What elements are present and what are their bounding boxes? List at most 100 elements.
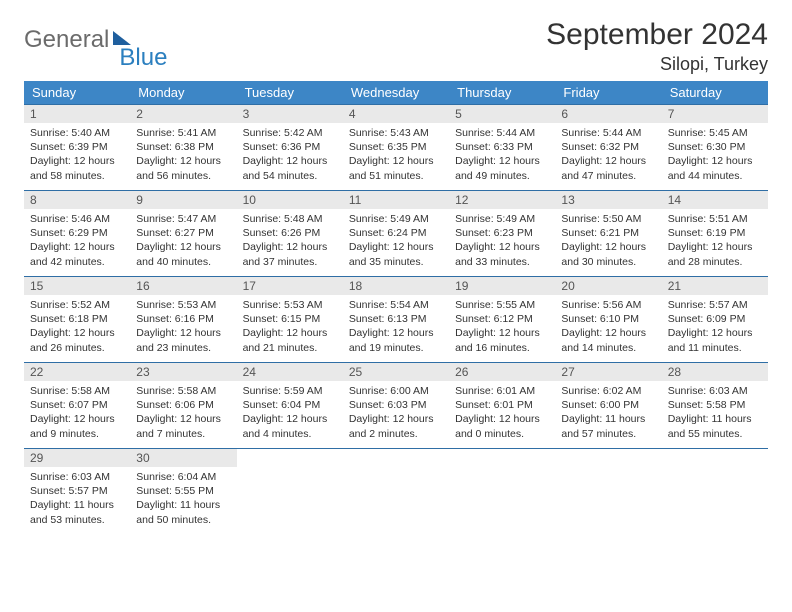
- day-body: Sunrise: 5:48 AMSunset: 6:26 PMDaylight:…: [237, 209, 343, 273]
- day-line: Sunrise: 5:53 AM: [136, 298, 230, 312]
- day-line: Sunset: 6:15 PM: [243, 312, 337, 326]
- day-line: Daylight: 11 hours: [30, 498, 124, 512]
- day-header: Saturday: [662, 81, 768, 105]
- day-line: and 58 minutes.: [30, 169, 124, 183]
- day-number: 26: [449, 363, 555, 381]
- day-line: Sunset: 6:32 PM: [561, 140, 655, 154]
- day-body: Sunrise: 6:04 AMSunset: 5:55 PMDaylight:…: [130, 467, 236, 531]
- day-line: and 14 minutes.: [561, 341, 655, 355]
- day-line: and 47 minutes.: [561, 169, 655, 183]
- day-line: Sunrise: 5:53 AM: [243, 298, 337, 312]
- day-line: Sunrise: 5:58 AM: [136, 384, 230, 398]
- day-line: and 54 minutes.: [243, 169, 337, 183]
- day-line: Sunset: 6:03 PM: [349, 398, 443, 412]
- day-line: Sunrise: 5:57 AM: [668, 298, 762, 312]
- day-number: 5: [449, 105, 555, 123]
- day-line: Sunrise: 5:55 AM: [455, 298, 549, 312]
- day-line: and 9 minutes.: [30, 427, 124, 441]
- week-row: 29Sunrise: 6:03 AMSunset: 5:57 PMDayligh…: [24, 449, 768, 535]
- header: General Blue September 2024 Silopi, Turk…: [24, 18, 768, 75]
- day-line: and 30 minutes.: [561, 255, 655, 269]
- day-line: Sunset: 6:33 PM: [455, 140, 549, 154]
- day-line: and 19 minutes.: [349, 341, 443, 355]
- day-line: Sunset: 6:35 PM: [349, 140, 443, 154]
- day-line: Sunset: 6:36 PM: [243, 140, 337, 154]
- day-line: Daylight: 12 hours: [30, 240, 124, 254]
- title-block: September 2024 Silopi, Turkey: [546, 18, 768, 75]
- day-line: Sunset: 6:04 PM: [243, 398, 337, 412]
- day-line: Sunrise: 6:02 AM: [561, 384, 655, 398]
- day-cell: 30Sunrise: 6:04 AMSunset: 5:55 PMDayligh…: [130, 449, 236, 535]
- day-cell: 5Sunrise: 5:44 AMSunset: 6:33 PMDaylight…: [449, 105, 555, 191]
- day-header: Wednesday: [343, 81, 449, 105]
- day-body: Sunrise: 6:03 AMSunset: 5:57 PMDaylight:…: [24, 467, 130, 531]
- day-line: and 55 minutes.: [668, 427, 762, 441]
- day-line: Daylight: 12 hours: [455, 240, 549, 254]
- day-line: Daylight: 12 hours: [668, 154, 762, 168]
- day-number: 28: [662, 363, 768, 381]
- day-line: Sunset: 6:13 PM: [349, 312, 443, 326]
- day-line: Daylight: 12 hours: [668, 326, 762, 340]
- day-number: 7: [662, 105, 768, 123]
- day-body: Sunrise: 5:46 AMSunset: 6:29 PMDaylight:…: [24, 209, 130, 273]
- day-body: Sunrise: 5:52 AMSunset: 6:18 PMDaylight:…: [24, 295, 130, 359]
- day-number: 2: [130, 105, 236, 123]
- day-line: Sunrise: 6:01 AM: [455, 384, 549, 398]
- day-line: Sunrise: 5:50 AM: [561, 212, 655, 226]
- day-cell: 7Sunrise: 5:45 AMSunset: 6:30 PMDaylight…: [662, 105, 768, 191]
- day-line: Sunrise: 5:42 AM: [243, 126, 337, 140]
- day-cell: 26Sunrise: 6:01 AMSunset: 6:01 PMDayligh…: [449, 363, 555, 449]
- day-line: and 4 minutes.: [243, 427, 337, 441]
- day-line: Sunset: 6:23 PM: [455, 226, 549, 240]
- day-line: Sunset: 6:39 PM: [30, 140, 124, 154]
- day-line: Daylight: 11 hours: [136, 498, 230, 512]
- day-line: Sunrise: 5:46 AM: [30, 212, 124, 226]
- day-cell: 16Sunrise: 5:53 AMSunset: 6:16 PMDayligh…: [130, 277, 236, 363]
- day-cell: [343, 449, 449, 535]
- day-body: Sunrise: 5:44 AMSunset: 6:32 PMDaylight:…: [555, 123, 661, 187]
- day-line: Sunset: 6:01 PM: [455, 398, 549, 412]
- day-cell: 28Sunrise: 6:03 AMSunset: 5:58 PMDayligh…: [662, 363, 768, 449]
- day-line: Daylight: 12 hours: [243, 412, 337, 426]
- day-line: Sunset: 5:58 PM: [668, 398, 762, 412]
- day-line: Daylight: 12 hours: [349, 240, 443, 254]
- month-title: September 2024: [546, 18, 768, 52]
- day-line: and 2 minutes.: [349, 427, 443, 441]
- day-line: Sunset: 6:09 PM: [668, 312, 762, 326]
- day-line: and 16 minutes.: [455, 341, 549, 355]
- day-line: Daylight: 12 hours: [561, 240, 655, 254]
- day-cell: 25Sunrise: 6:00 AMSunset: 6:03 PMDayligh…: [343, 363, 449, 449]
- day-number: 22: [24, 363, 130, 381]
- day-body: Sunrise: 5:50 AMSunset: 6:21 PMDaylight:…: [555, 209, 661, 273]
- day-cell: 17Sunrise: 5:53 AMSunset: 6:15 PMDayligh…: [237, 277, 343, 363]
- day-cell: 27Sunrise: 6:02 AMSunset: 6:00 PMDayligh…: [555, 363, 661, 449]
- day-body: Sunrise: 5:41 AMSunset: 6:38 PMDaylight:…: [130, 123, 236, 187]
- day-body: Sunrise: 5:51 AMSunset: 6:19 PMDaylight:…: [662, 209, 768, 273]
- day-line: Sunset: 6:07 PM: [30, 398, 124, 412]
- day-body: Sunrise: 5:49 AMSunset: 6:24 PMDaylight:…: [343, 209, 449, 273]
- day-line: Daylight: 12 hours: [243, 326, 337, 340]
- day-cell: 13Sunrise: 5:50 AMSunset: 6:21 PMDayligh…: [555, 191, 661, 277]
- day-line: and 23 minutes.: [136, 341, 230, 355]
- day-line: and 50 minutes.: [136, 513, 230, 527]
- day-line: Sunset: 6:38 PM: [136, 140, 230, 154]
- day-line: Daylight: 12 hours: [243, 240, 337, 254]
- day-line: Sunrise: 5:41 AM: [136, 126, 230, 140]
- day-cell: 19Sunrise: 5:55 AMSunset: 6:12 PMDayligh…: [449, 277, 555, 363]
- day-number: 25: [343, 363, 449, 381]
- day-line: and 57 minutes.: [561, 427, 655, 441]
- day-line: and 11 minutes.: [668, 341, 762, 355]
- day-cell: 24Sunrise: 5:59 AMSunset: 6:04 PMDayligh…: [237, 363, 343, 449]
- day-cell: 1Sunrise: 5:40 AMSunset: 6:39 PMDaylight…: [24, 105, 130, 191]
- day-number: 24: [237, 363, 343, 381]
- day-line: Sunset: 6:21 PM: [561, 226, 655, 240]
- day-line: Daylight: 12 hours: [561, 154, 655, 168]
- day-line: Sunset: 6:00 PM: [561, 398, 655, 412]
- day-body: Sunrise: 5:59 AMSunset: 6:04 PMDaylight:…: [237, 381, 343, 445]
- day-line: Daylight: 12 hours: [349, 412, 443, 426]
- day-number: 23: [130, 363, 236, 381]
- day-line: Sunrise: 5:45 AM: [668, 126, 762, 140]
- day-number: 29: [24, 449, 130, 467]
- day-body: Sunrise: 5:57 AMSunset: 6:09 PMDaylight:…: [662, 295, 768, 359]
- day-line: Sunrise: 6:04 AM: [136, 470, 230, 484]
